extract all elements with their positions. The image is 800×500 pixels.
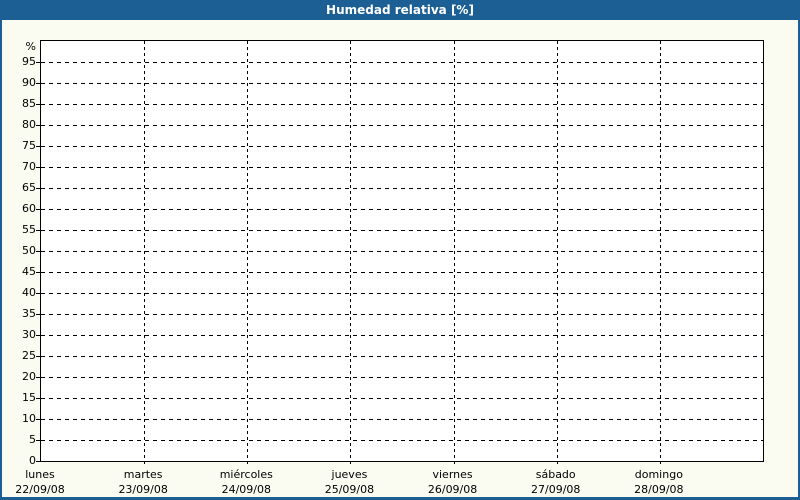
- y-axis-tick: [36, 62, 40, 63]
- h-gridline: [41, 83, 763, 84]
- y-axis-tick: [36, 461, 40, 462]
- y-tick-label: 20: [22, 369, 36, 383]
- h-gridline: [41, 314, 763, 315]
- y-axis-tick: [36, 104, 40, 105]
- x-day-date-label: 23/09/08: [118, 483, 168, 496]
- h-gridline: [41, 440, 763, 441]
- y-tick-label: 70: [22, 159, 36, 173]
- x-day-date-label: 26/09/08: [427, 483, 478, 496]
- y-axis-tick: [36, 356, 40, 357]
- y-axis-tick: [36, 167, 40, 168]
- x-day-name-label: viernes: [432, 468, 473, 481]
- y-tick-label: 90: [22, 75, 36, 89]
- h-gridline: [41, 293, 763, 294]
- y-axis-tick: [36, 377, 40, 378]
- y-axis-tick: [36, 83, 40, 84]
- y-axis-tick: [36, 398, 40, 399]
- y-tick-label: 50: [22, 243, 36, 257]
- y-tick-label: 40: [22, 285, 36, 299]
- h-gridline: [41, 272, 763, 273]
- y-axis-tick: [36, 188, 40, 189]
- h-gridline: [41, 398, 763, 399]
- y-tick-label: 25: [22, 348, 36, 362]
- x-day-name-label: miércoles: [219, 468, 273, 481]
- y-axis-unit-label: %: [25, 39, 36, 53]
- h-gridline: [41, 230, 763, 231]
- y-tick-label: 35: [22, 306, 36, 320]
- v-gridline: [247, 41, 248, 465]
- x-day-date-label: 24/09/08: [221, 483, 271, 496]
- y-tick-label: 30: [22, 327, 36, 341]
- h-gridline: [41, 104, 763, 105]
- h-gridline: [41, 167, 763, 168]
- v-gridline: [350, 41, 351, 465]
- y-tick-label: 85: [22, 96, 36, 110]
- y-tick-label: 10: [22, 411, 36, 425]
- h-gridline: [41, 251, 763, 252]
- chart-title: Humedad relativa [%]: [326, 3, 474, 17]
- h-gridline: [41, 209, 763, 210]
- v-gridline: [660, 41, 661, 465]
- h-gridline: [41, 62, 763, 63]
- h-gridline: [41, 125, 763, 126]
- y-tick-label: 65: [22, 180, 36, 194]
- y-tick-label: 5: [29, 432, 36, 446]
- y-axis-tick: [36, 335, 40, 336]
- x-day-name-label: domingo: [634, 468, 683, 481]
- y-axis-tick: [36, 440, 40, 441]
- y-tick-label: 15: [22, 390, 36, 404]
- y-tick-label: 75: [22, 138, 36, 152]
- y-axis-tick: [36, 146, 40, 147]
- v-gridline: [454, 41, 455, 465]
- y-tick-label: 95: [22, 54, 36, 68]
- x-day-name-label: jueves: [331, 468, 368, 481]
- y-axis-tick: [36, 314, 40, 315]
- y-tick-label: 45: [22, 264, 36, 278]
- y-axis-tick: [36, 293, 40, 294]
- y-axis-tick: [36, 272, 40, 273]
- h-gridline: [41, 335, 763, 336]
- x-day-date-label: 22/09/08: [15, 483, 65, 496]
- y-tick-label: 60: [22, 201, 36, 215]
- h-gridline: [41, 146, 763, 147]
- chart-area: % 95 90 85 80 75 70 65 60 55 50 45 40 35 30 25 20 15 10 5 0 …: [2, 20, 798, 497]
- x-day-date-label: 28/09/08: [634, 483, 684, 496]
- x-day-name-label: martes: [123, 468, 163, 481]
- v-gridline: [557, 41, 558, 465]
- y-axis-tick: [36, 125, 40, 126]
- x-day-name-label: sábado: [535, 468, 576, 481]
- h-gridline: [41, 356, 763, 357]
- y-axis-tick: [36, 209, 40, 210]
- y-axis-tick: [36, 251, 40, 252]
- plot-area: [36, 40, 764, 465]
- h-gridline: [41, 419, 763, 420]
- h-gridline: [41, 188, 763, 189]
- x-day-date-label: 27/09/08: [531, 483, 581, 496]
- y-tick-label: 80: [22, 117, 36, 131]
- y-tick-label: 0: [29, 453, 36, 467]
- title-bar: Humedad relativa [%]: [0, 0, 800, 20]
- x-day-date-label: 25/09/08: [324, 483, 375, 496]
- y-axis-tick: [36, 230, 40, 231]
- x-day-name-label: lunes: [25, 468, 55, 481]
- h-gridline: [41, 377, 763, 378]
- y-tick-label: 55: [22, 222, 36, 236]
- v-gridline: [144, 41, 145, 465]
- y-axis-tick: [36, 419, 40, 420]
